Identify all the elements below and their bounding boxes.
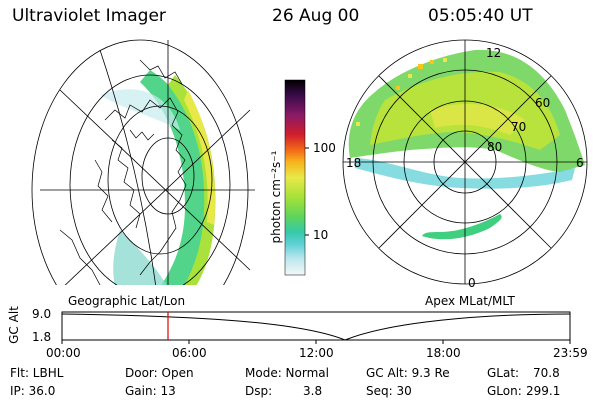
altitude-ytick-low: 1.8 — [32, 330, 52, 344]
dsp-value: 3.8 — [303, 384, 323, 398]
glon-label: GLon: — [487, 384, 522, 398]
xtick-2359: 23:59 — [553, 346, 588, 360]
xtick-1200: 12:00 — [299, 346, 334, 360]
altitude-x-ticks — [61, 340, 571, 344]
dsp-label: Dsp: — [245, 384, 273, 398]
glon-value: 299.1 — [526, 384, 561, 398]
colorbar-tick-label-10: 10 — [313, 228, 329, 242]
header-date: 26 Aug 00 — [272, 6, 360, 26]
polar-grid — [342, 39, 588, 285]
mlt-label-0: 0 — [468, 276, 476, 290]
mlt-label-6: 6 — [576, 156, 584, 170]
mlt-label-18: 18 — [346, 156, 362, 170]
header-time: 05:05:40 UT — [428, 6, 533, 26]
left-panel-label: Geographic Lat/Lon — [68, 294, 186, 308]
colorbar-unit-label: photon cm⁻²s⁻¹ — [269, 150, 283, 244]
door-info: Door: Open — [125, 366, 194, 380]
edge-pixels — [356, 58, 447, 126]
colorbar — [284, 79, 306, 276]
ip-info: IP: 36.0 — [10, 384, 56, 398]
altitude-curve — [61, 313, 571, 341]
gc-alt-info: GC Alt: 9.3 Re — [366, 366, 450, 380]
xtick-0600: 06:00 — [172, 346, 207, 360]
coastlines — [59, 59, 187, 285]
gain-info: Gain: 13 — [125, 384, 176, 398]
instrument-title: Ultraviolet Imager — [12, 6, 166, 26]
auroral-emission-geo — [100, 70, 216, 285]
auroral-emission-mag — [348, 49, 585, 240]
xtick-0000: 00:00 — [46, 346, 81, 360]
mlt-label-12: 12 — [486, 46, 502, 60]
geo-graticule — [31, 39, 255, 285]
seq-info: Seq: 30 — [366, 384, 412, 398]
mode-info: Mode: Normal — [245, 366, 329, 380]
geographic-globe — [31, 39, 255, 285]
right-panel-label: Apex MLat/MLT — [425, 294, 515, 308]
lat-label-70: 70 — [511, 120, 527, 134]
lat-label-60: 60 — [535, 96, 551, 110]
colorbar-tick-label-100: 100 — [313, 141, 336, 155]
lat-label-80: 80 — [487, 140, 503, 154]
polar-plot — [342, 39, 588, 285]
filter-info: Flt: LBHL — [10, 366, 64, 380]
altitude-ytick-high: 9.0 — [32, 307, 52, 321]
glat-label: GLat: — [487, 366, 520, 380]
altitude-ylabel: GC Alt — [7, 306, 21, 344]
glat-value: 70.8 — [533, 366, 560, 380]
xtick-1800: 18:00 — [426, 346, 461, 360]
